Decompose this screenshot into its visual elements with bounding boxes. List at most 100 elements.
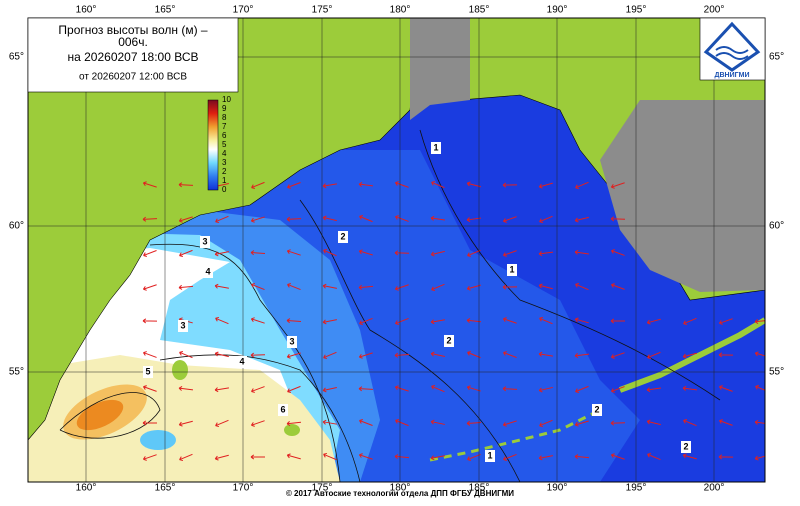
wave-arrow: [646, 419, 661, 426]
wave-arrow: [610, 453, 625, 460]
wave-arrow: [430, 419, 445, 425]
wave-arrow: [754, 351, 765, 357]
wave-arrow: [286, 421, 302, 426]
wave-arrow: [430, 215, 445, 221]
wave-arrow: [287, 182, 301, 189]
contour-label-bg: [592, 404, 602, 416]
lat-label: 60°: [9, 221, 24, 232]
lon-label: 170°: [233, 483, 254, 494]
wave-arrow: [538, 251, 554, 257]
contour-label-bg: [681, 441, 691, 453]
wave-arrow: [395, 215, 409, 222]
wave-arrow: [178, 420, 193, 427]
contour-label-bg: [237, 356, 247, 368]
lon-label: 165°: [155, 5, 176, 16]
wave-arrow: [647, 351, 661, 360]
wave-arrow: [250, 352, 266, 358]
wave-arrow: [574, 317, 589, 324]
contour-label: 6: [280, 404, 285, 414]
wave-arrow: [466, 217, 482, 223]
wave-arrow: [287, 385, 301, 394]
wave-arrow: [610, 420, 626, 426]
wave-arrow: [251, 181, 265, 190]
wave-arrow: [178, 385, 194, 391]
wave-arrow: [359, 317, 373, 325]
wave-arrow: [250, 216, 265, 223]
contours: [59, 129, 721, 482]
land-grey-north: [410, 18, 470, 120]
contour-label: 1: [509, 264, 514, 274]
contour-label-bg: [338, 231, 348, 243]
wave-arrow: [646, 318, 661, 325]
wave-arrow: [574, 249, 589, 255]
wave-arrow: [358, 352, 373, 359]
wave-arrow: [358, 453, 373, 460]
wave-arrow: [610, 352, 625, 359]
colorbar-label: 5: [222, 140, 227, 149]
logo-text: ДВНИГМИ: [715, 72, 750, 79]
wave-arrow: [359, 214, 373, 223]
wave-arrow: [574, 454, 590, 460]
lon-label: 160°: [76, 5, 97, 16]
wave-arrow: [358, 284, 374, 290]
wave-arrow: [538, 351, 553, 357]
wave-arrow: [395, 318, 409, 325]
wave-arrow: [610, 216, 626, 222]
wave-arrow: [467, 249, 481, 258]
colorbar-label: 3: [222, 158, 227, 167]
wave-arrow: [322, 283, 337, 289]
wave-arrow: [286, 453, 301, 460]
wave-arrow: [178, 216, 193, 223]
wave-arrow: [539, 215, 553, 224]
wave-arrow: [719, 419, 733, 426]
wave-arrow: [575, 282, 589, 291]
wave-arrow: [682, 385, 698, 391]
wave-arrow: [358, 386, 374, 392]
wave-arrow: [430, 351, 445, 357]
wave-arrow: [322, 386, 337, 393]
wave-arrow: [143, 351, 157, 358]
lon-label: 200°: [704, 5, 725, 16]
wave-arrow: [142, 181, 157, 188]
colorbar-label: 6: [222, 131, 227, 140]
wave-arrow: [646, 387, 661, 393]
contour-label-bg: [444, 335, 454, 347]
lon-label: 190°: [547, 5, 568, 16]
wave-arrow: [394, 454, 410, 460]
wave-arrow: [574, 420, 589, 427]
wave-arrow: [215, 316, 229, 325]
wave-arrow: [250, 317, 265, 324]
wave-direction-arrows: [142, 180, 765, 462]
wave-arrow: [250, 454, 266, 460]
wave-arrow: [214, 351, 229, 358]
wave-arrow: [502, 317, 517, 324]
colorbar-label: 1: [222, 176, 227, 185]
lon-label: 195°: [626, 5, 647, 16]
wave-arrow: [142, 284, 157, 291]
lon-label: 190°: [547, 483, 568, 494]
wave-arrow: [683, 317, 697, 326]
contour-label-bg: [485, 450, 495, 462]
wave-arrow: [574, 353, 590, 359]
lat-label: 65°: [9, 52, 24, 63]
contour-label-bg: [278, 404, 288, 416]
wave-arrow: [431, 384, 445, 393]
wave-arrow: [322, 215, 337, 222]
contour-label: 3: [180, 320, 185, 330]
title-line: Прогноз высоты волн (м) –: [58, 23, 208, 37]
lon-label: 170°: [233, 5, 254, 16]
wave-arrow: [682, 352, 697, 359]
wave-arrow: [718, 318, 733, 325]
wave-arrow: [719, 385, 733, 392]
colorbar-label: 2: [222, 167, 227, 176]
wave-arrow: [538, 182, 553, 189]
lon-label: 185°: [469, 5, 490, 16]
wave-arrow: [430, 319, 445, 325]
title-line: 006ч.: [118, 35, 148, 49]
wave-arrow: [323, 248, 337, 257]
wave-arrow: [647, 452, 661, 461]
wave-arrow: [394, 181, 409, 188]
sea-orange-core: [76, 399, 124, 431]
wave-arrow: [322, 419, 337, 425]
